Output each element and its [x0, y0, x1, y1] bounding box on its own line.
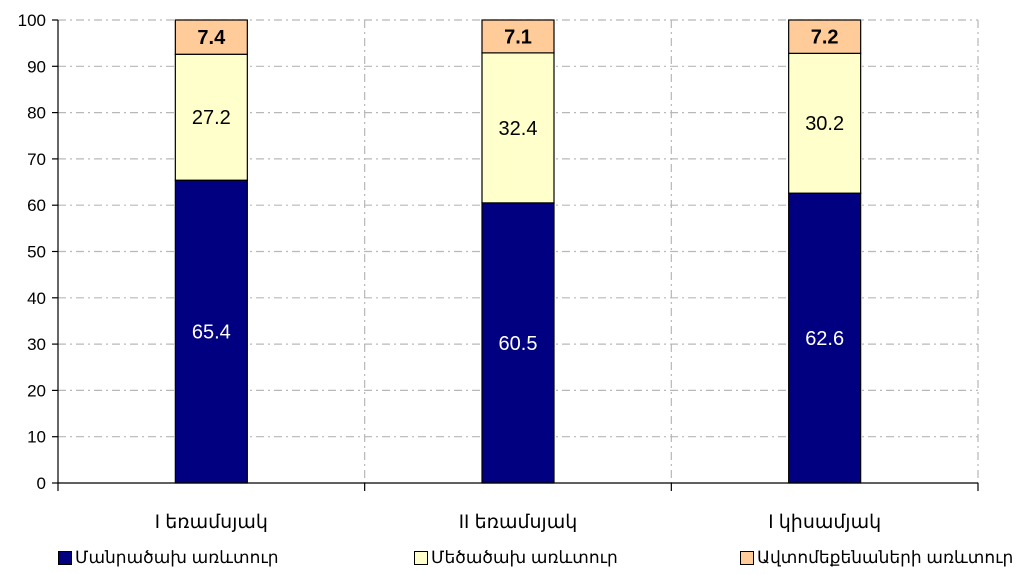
bar-segment [481, 19, 555, 54]
bar-segment [481, 52, 555, 204]
legend: Մանրածախ առևտուր Մեծածախ առևտուր Ավտոմեք… [0, 548, 1036, 570]
legend-item-car-trade: Ավտոմեքենաների առևտուր [740, 548, 1013, 568]
legend-label-retail: Մանրածախ առևտուր [75, 548, 279, 567]
data-label: 27.2 [192, 107, 231, 129]
y-tick-label: 90 [27, 57, 46, 76]
y-tick-label: 70 [27, 150, 46, 169]
legend-label-wholesale: Մեծածախ առևտուր [431, 548, 618, 567]
y-tick-label: 60 [27, 196, 46, 215]
bars: 65.4 27.2 7.4 60.5 32.4 7.1 62.6 30.2 7.2 [174, 19, 862, 484]
legend-item-wholesale: Մեծածախ առևտուր [414, 548, 618, 568]
legend-swatch-car-trade [740, 551, 754, 565]
y-tick-label: 40 [27, 289, 46, 308]
data-label: 65.4 [192, 322, 231, 344]
y-tick-label: 50 [27, 243, 46, 262]
bar-segment [788, 192, 862, 484]
gridlines [58, 19, 979, 483]
data-label: 30.2 [805, 113, 844, 135]
legend-swatch-wholesale [414, 551, 428, 565]
axes: 0 10 20 30 40 50 60 70 80 90 100 I եռամսյակ II եռամս… [18, 11, 979, 533]
bar-segment [174, 19, 248, 55]
y-tick-label: 10 [27, 428, 46, 447]
data-label: 32.4 [499, 118, 538, 140]
legend-label-car-trade: Ավտոմեքենաների առևտուր [757, 548, 1014, 567]
y-tick-label: 0 [37, 474, 46, 493]
bar-segment [481, 202, 555, 484]
x-tick-label: I կիսամյակ [768, 512, 881, 533]
x-tick-label: I եռամսյակ [155, 512, 268, 533]
data-label: 7.2 [811, 27, 839, 49]
y-tick-label: 80 [27, 104, 46, 123]
data-label: 62.6 [805, 328, 844, 350]
y-tick-label: 100 [18, 11, 46, 30]
y-tick-label: 30 [27, 335, 46, 354]
data-label: 60.5 [499, 333, 538, 355]
legend-item-retail: Մանրածախ առևտուր [58, 548, 279, 568]
data-label: 7.4 [197, 27, 226, 49]
bar-segment [788, 19, 862, 54]
bar-segment [174, 179, 248, 484]
legend-swatch-retail [58, 551, 72, 565]
bar-segment [788, 52, 862, 194]
bar-segment [174, 53, 248, 181]
y-tick-label: 20 [27, 381, 46, 400]
data-label: 7.1 [504, 26, 532, 48]
x-tick-label: II եռամսյակ [459, 512, 578, 533]
